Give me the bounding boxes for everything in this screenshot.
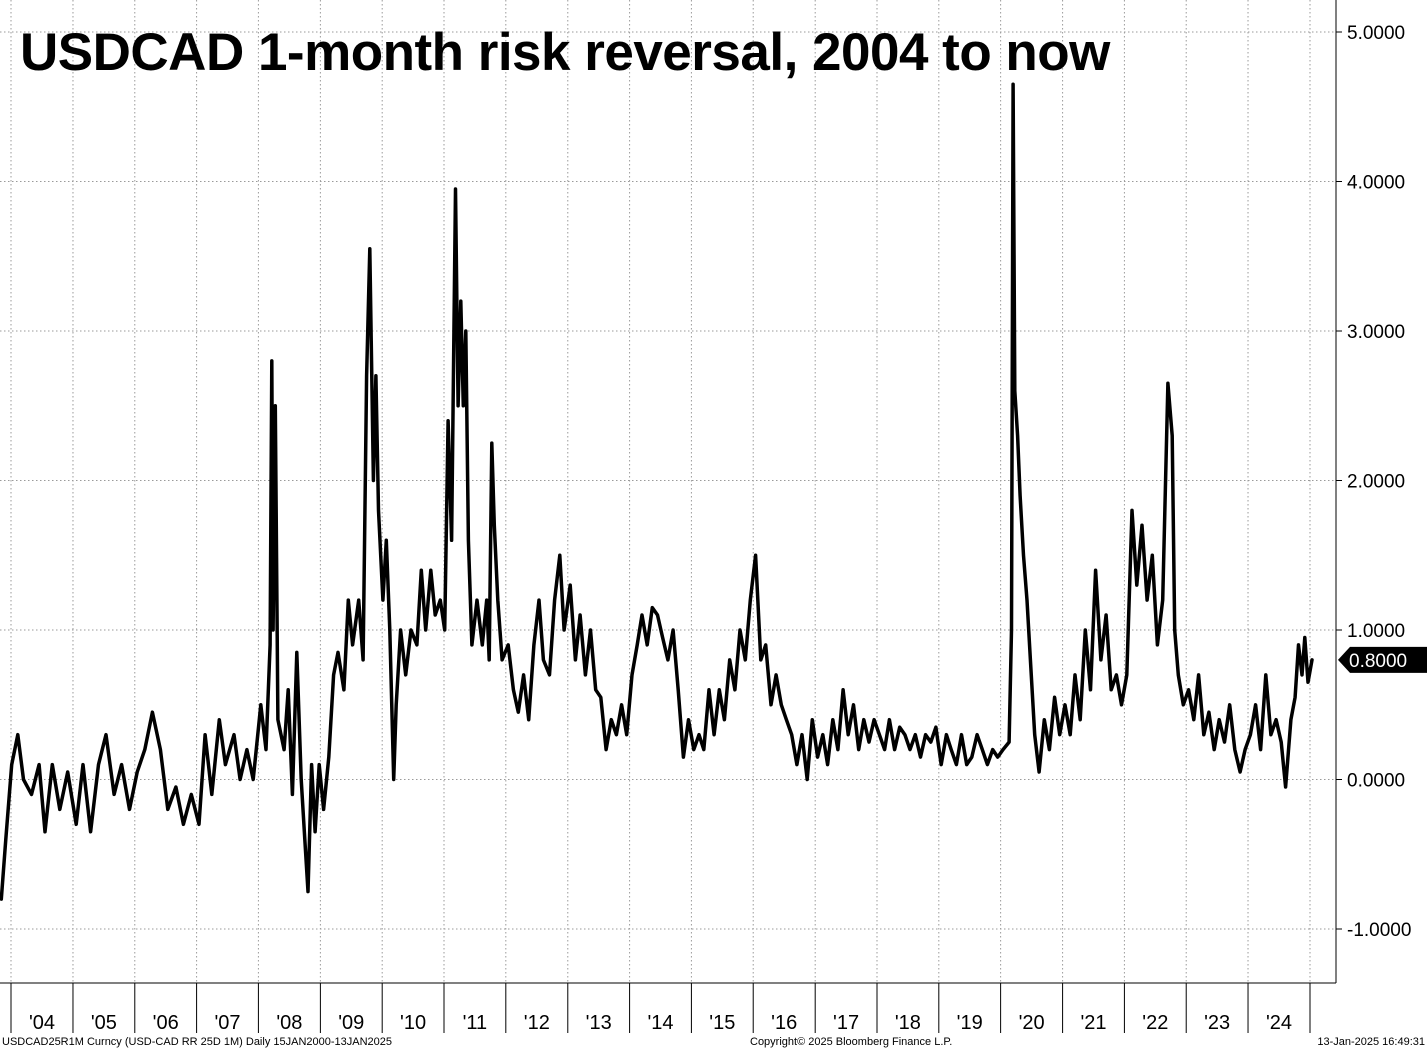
x-tick-label: '21 [1080, 1012, 1106, 1034]
y-tick-label: 4.0000 [1347, 173, 1405, 194]
x-tick-label: '09 [338, 1012, 364, 1034]
y-tick-label: 3.0000 [1347, 322, 1405, 343]
x-tick-label: '10 [400, 1012, 426, 1034]
y-axis-tick-labels: 5.0000 4.0000 3.0000 2.0000 1.0000 0.0000 -1.0… [1347, 23, 1411, 941]
x-tick-label: '08 [276, 1012, 302, 1034]
x-tick-label: '23 [1204, 1012, 1230, 1034]
x-tick-label: '15 [709, 1012, 735, 1034]
x-axis-tick-labels: '04 '05 '06 '07 '08 '09 '10 '11 '12 '13 '14 '15 '16 '… [29, 1012, 1292, 1034]
x-tick-label: '24 [1266, 1012, 1292, 1034]
y-tick-label: 5.0000 [1347, 23, 1405, 44]
chart-title: USDCAD 1-month risk reversal, 2004 to no… [20, 23, 1110, 82]
series-layer [0, 82, 1314, 901]
last-value-badge: 0.8000 [1338, 646, 1427, 673]
x-tick-label: '12 [524, 1012, 550, 1034]
x-tick-label: '11 [463, 1012, 488, 1034]
last-value-label: 0.8000 [1349, 651, 1407, 672]
x-tick-label: '04 [29, 1012, 55, 1034]
x-tick-label: '06 [153, 1012, 179, 1034]
grid-lines [0, 0, 1336, 983]
x-tick-label: '18 [895, 1012, 921, 1034]
footer-copyright: Copyright© 2025 Bloomberg Finance L.P. [750, 1036, 953, 1048]
y-tick-label: 0.0000 [1347, 771, 1405, 792]
last-value-badge-shape [1338, 646, 1427, 673]
x-tick-label: '13 [586, 1012, 612, 1034]
x-tick-label: '22 [1142, 1012, 1168, 1034]
footer-ticker: USDCAD25R1M Curncy (USD-CAD RR 25D 1M) D… [2, 1036, 393, 1048]
x-tick-label: '17 [833, 1012, 859, 1034]
x-tick-label: '14 [647, 1012, 673, 1034]
x-tick-label: '07 [214, 1012, 240, 1034]
x-tick-label: '16 [771, 1012, 797, 1034]
footer-timestamp: 13-Jan-2025 16:49:31 [1317, 1036, 1425, 1048]
x-tick-label: '05 [91, 1012, 117, 1034]
series-line [0, 82, 1314, 901]
y-tick-label: -1.0000 [1347, 920, 1411, 941]
y-tick-label: 2.0000 [1347, 472, 1405, 493]
axes [0, 0, 1342, 1033]
x-tick-label: '20 [1019, 1012, 1045, 1034]
y-tick-label: 1.0000 [1347, 621, 1405, 642]
x-tick-label: '19 [957, 1012, 983, 1034]
